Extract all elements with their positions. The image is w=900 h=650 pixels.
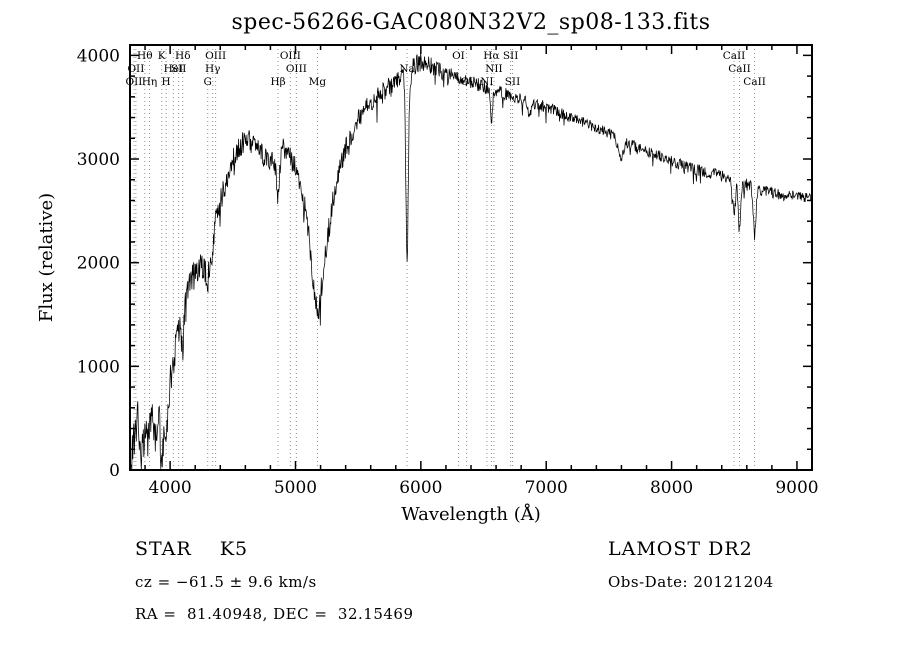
line-label-CaII: CaII xyxy=(743,76,766,88)
line-label-NII: NII xyxy=(485,63,502,75)
spectrum-line xyxy=(130,52,812,471)
x-tick-label: 9000 xyxy=(775,478,818,498)
x-tick-label: 7000 xyxy=(525,478,568,498)
line-label-OI: OI xyxy=(452,50,465,62)
line-label-OII: OII xyxy=(127,63,144,75)
tick-labels: 4000 5000 6000 7000 8000 9000 0 1000 2000 3000 400… xyxy=(77,46,819,498)
survey-label: LAMOST DR2 xyxy=(608,538,753,560)
y-tick-label: 0 xyxy=(109,461,120,481)
axis-ticks xyxy=(130,45,812,471)
y-tick-label: 3000 xyxy=(77,150,120,170)
line-label-SII: SII xyxy=(503,50,519,62)
ra-dec-value: RA = 81.40948, DEC = 32.15469 xyxy=(135,605,414,623)
line-label-NI: NI xyxy=(480,76,493,88)
x-tick-label: 6000 xyxy=(399,478,442,498)
line-label-Hβ: Hβ xyxy=(270,76,285,88)
line-label-Hη: Hη xyxy=(142,76,157,88)
x-axis-label: Wavelength (Å) xyxy=(401,503,541,525)
classification-label: STAR K5 xyxy=(135,538,249,560)
line-label-SII: SII xyxy=(505,76,521,88)
x-tick-label: 8000 xyxy=(650,478,693,498)
y-tick-label: 4000 xyxy=(77,46,120,66)
line-label-HeI: HeI xyxy=(164,63,184,75)
line-label-Hδ: Hδ xyxy=(175,50,190,62)
line-label-CaII: CaII xyxy=(723,50,746,62)
line-label-Hα: Hα xyxy=(483,50,499,62)
line-label-Hγ: Hγ xyxy=(205,63,220,75)
line-label-SII: SII xyxy=(171,63,187,75)
line-label-Na: Na xyxy=(399,63,414,75)
line-label-Hθ: Hθ xyxy=(137,50,152,62)
line-label-OIII: OIII xyxy=(280,50,301,62)
plot-title: spec-56266-GAC080N32V2_sp08-133.fits xyxy=(231,10,711,35)
line-label-OIII: OIII xyxy=(286,63,307,75)
line-label-Mg: Mg xyxy=(309,76,327,88)
line-label-K: K xyxy=(158,50,166,62)
plot-frame xyxy=(129,44,813,471)
spectral-marker-lines xyxy=(133,45,756,470)
y-tick-label: 2000 xyxy=(77,254,120,274)
y-axis-label: Flux (relative) xyxy=(36,193,57,322)
line-label-H: H xyxy=(162,76,171,88)
line-label-OIII: OIII xyxy=(205,50,226,62)
line-label-CaII: CaII xyxy=(728,63,751,75)
line-label-OII: OII xyxy=(126,76,143,88)
cz-value: cz = −61.5 ± 9.6 km/s xyxy=(135,573,317,591)
line-label-G: G xyxy=(204,76,212,88)
x-tick-label: 5000 xyxy=(274,478,317,498)
y-tick-label: 1000 xyxy=(77,357,120,377)
obs-date: Obs-Date: 20121204 xyxy=(608,573,774,591)
x-tick-label: 4000 xyxy=(148,478,191,498)
